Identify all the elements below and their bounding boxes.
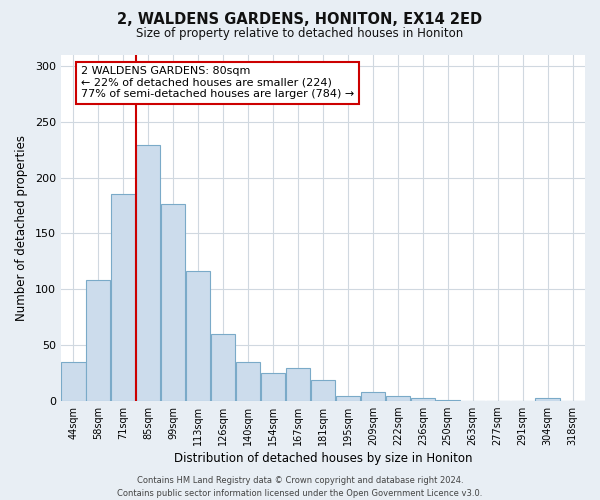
Bar	[286, 368, 310, 400]
Text: 2 WALDENS GARDENS: 80sqm
← 22% of detached houses are smaller (224)
77% of semi-: 2 WALDENS GARDENS: 80sqm ← 22% of detach…	[81, 66, 354, 100]
Y-axis label: Number of detached properties: Number of detached properties	[15, 135, 28, 321]
Bar	[386, 396, 410, 400]
Bar	[186, 272, 210, 400]
X-axis label: Distribution of detached houses by size in Honiton: Distribution of detached houses by size …	[174, 452, 472, 465]
Text: 2, WALDENS GARDENS, HONITON, EX14 2ED: 2, WALDENS GARDENS, HONITON, EX14 2ED	[118, 12, 482, 28]
Bar	[161, 204, 185, 400]
Bar	[336, 396, 360, 400]
Bar	[61, 362, 86, 401]
Bar	[535, 398, 560, 400]
Bar	[410, 398, 435, 400]
Bar	[236, 362, 260, 401]
Bar	[261, 373, 285, 400]
Text: Contains HM Land Registry data © Crown copyright and database right 2024.
Contai: Contains HM Land Registry data © Crown c…	[118, 476, 482, 498]
Bar	[361, 392, 385, 400]
Bar	[111, 194, 136, 400]
Bar	[136, 146, 160, 400]
Text: Size of property relative to detached houses in Honiton: Size of property relative to detached ho…	[136, 28, 464, 40]
Bar	[311, 380, 335, 400]
Bar	[211, 334, 235, 400]
Bar	[86, 280, 110, 400]
